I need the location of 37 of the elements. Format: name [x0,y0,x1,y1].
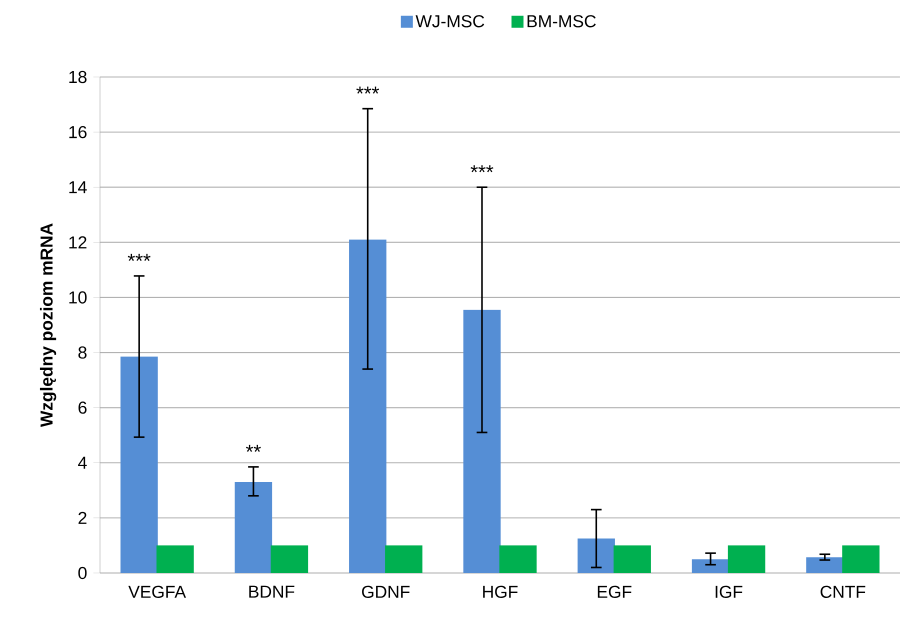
annotation: *** [470,165,494,172]
bar [120,356,158,573]
x-tick-label: BDNF [249,586,294,598]
y-axis-title: Względny poziom mRNA [40,223,56,428]
bar [728,545,766,573]
legend-label: WJ-MSC [416,15,484,28]
bar [385,545,422,573]
y-tick-label: 10 [69,291,87,304]
bar [270,545,308,573]
y-tick-label: 14 [69,181,87,194]
x-tick-label: VEGFA [128,586,186,598]
y-tick-label: 18 [69,70,87,84]
bar [463,310,501,573]
y-tick-label: 4 [78,456,87,469]
annotation: *** [128,254,150,261]
y-tick-label: 6 [78,402,87,414]
x-tick-label: GDNF [362,586,410,598]
x-tick-label: CNTF [820,586,866,598]
legend-label: BM-MSC [528,15,596,28]
x-tick-label: EGF [598,586,632,598]
y-tick-label: 2 [78,512,86,524]
annotation: ** [246,444,261,452]
bar [842,545,880,573]
bar [692,559,730,573]
y-tick-label: 12 [69,236,86,248]
bar [349,240,386,573]
y-tick-label: 16 [69,126,87,138]
bar [156,545,194,573]
x-tick-label: HGF [483,586,518,598]
bar [499,545,537,573]
x-tick-label: IGF [716,586,742,598]
y-tick-label: 0 [78,566,87,580]
y-tick-label: 8 [78,346,87,359]
bar [234,482,272,573]
bar [614,545,651,573]
bar [806,557,844,573]
annotation: *** [356,86,380,94]
